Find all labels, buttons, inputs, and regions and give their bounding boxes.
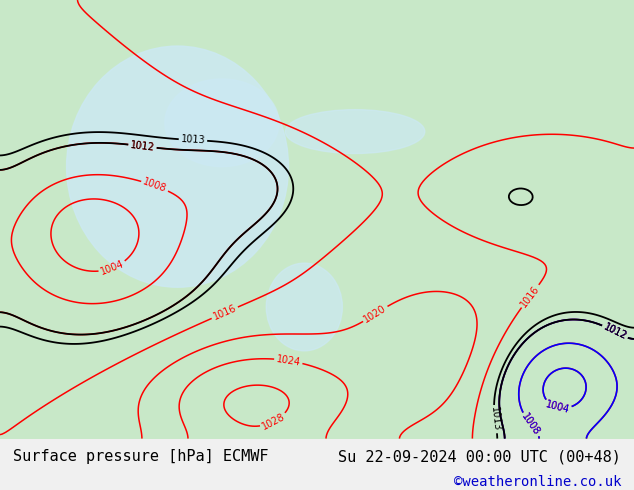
Text: 1008: 1008 bbox=[141, 177, 168, 195]
Text: 1012: 1012 bbox=[130, 140, 155, 152]
Text: 1012: 1012 bbox=[602, 322, 628, 342]
Ellipse shape bbox=[67, 46, 288, 287]
Text: 1012: 1012 bbox=[130, 140, 155, 152]
Text: 1008: 1008 bbox=[520, 412, 542, 438]
Text: 1012: 1012 bbox=[602, 322, 628, 342]
Ellipse shape bbox=[165, 79, 279, 167]
Text: Su 22-09-2024 00:00 UTC (00+48): Su 22-09-2024 00:00 UTC (00+48) bbox=[339, 449, 621, 464]
Text: 1020: 1020 bbox=[362, 303, 389, 325]
Text: ©weatheronline.co.uk: ©weatheronline.co.uk bbox=[454, 475, 621, 490]
Text: 1016: 1016 bbox=[212, 303, 238, 322]
Ellipse shape bbox=[285, 110, 425, 153]
Text: Surface pressure [hPa] ECMWF: Surface pressure [hPa] ECMWF bbox=[13, 449, 268, 464]
Text: 1013: 1013 bbox=[181, 134, 205, 146]
Text: 1024: 1024 bbox=[275, 354, 301, 368]
Text: 1004: 1004 bbox=[99, 259, 126, 277]
Text: 1028: 1028 bbox=[261, 411, 287, 432]
Text: 1012: 1012 bbox=[602, 322, 628, 342]
Text: 1016: 1016 bbox=[519, 283, 541, 309]
Text: 1008: 1008 bbox=[520, 412, 542, 438]
Text: 1004: 1004 bbox=[545, 399, 571, 416]
Text: 1004: 1004 bbox=[545, 399, 571, 416]
Text: 1013: 1013 bbox=[489, 407, 501, 432]
Ellipse shape bbox=[266, 263, 342, 351]
